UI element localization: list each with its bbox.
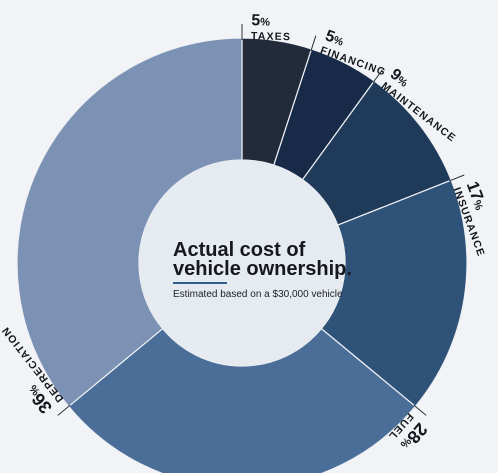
label-group-taxes: 5%TAXES xyxy=(251,12,292,43)
center-disc xyxy=(139,160,345,366)
chart-title-line-1: Actual cost of xyxy=(173,239,306,261)
leader-line-depreciation xyxy=(57,404,71,416)
chart-title-line-2: vehicle ownership. xyxy=(173,258,352,280)
leader-line-insurance xyxy=(449,174,465,182)
percent-symbol: % xyxy=(260,16,270,28)
percent-symbol: % xyxy=(470,199,485,213)
percent-symbol: % xyxy=(332,34,345,49)
leader-line-maintenance xyxy=(372,69,383,83)
slices-layer xyxy=(16,37,468,473)
leaders-layer xyxy=(57,24,465,416)
center-text: Actual cost of vehicle ownership. Estima… xyxy=(173,239,352,300)
slice-fuel xyxy=(67,327,417,473)
value-label-taxes: 5% xyxy=(251,12,270,29)
leader-line-fuel xyxy=(413,404,427,416)
category-label-taxes: TAXES xyxy=(251,30,292,43)
leader-line-financing xyxy=(310,35,317,52)
chart-subtitle: Estimated based on a $30,000 vehicle xyxy=(173,289,343,300)
